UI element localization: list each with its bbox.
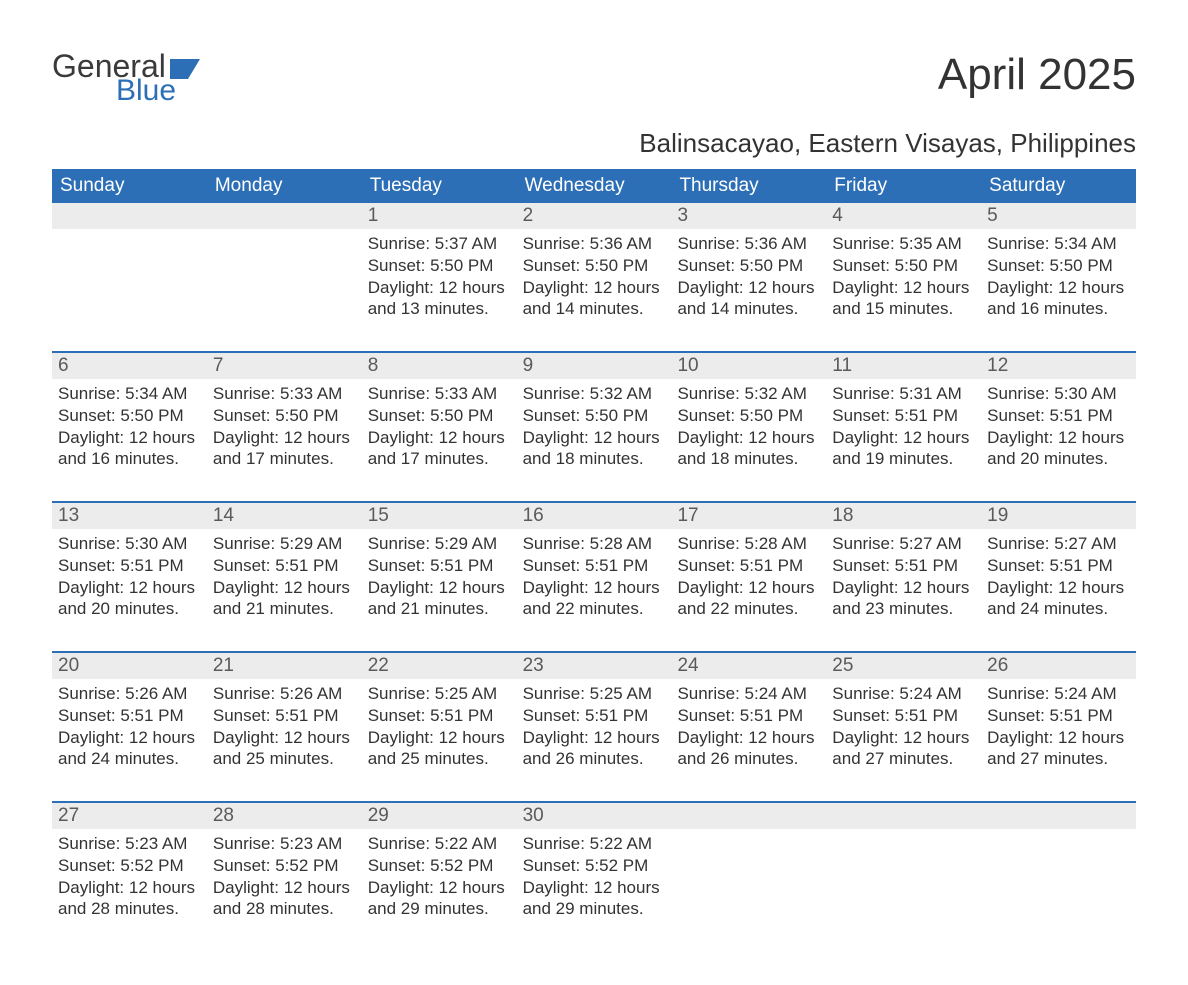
- day-cell: Sunrise: 5:26 AMSunset: 5:51 PMDaylight:…: [207, 679, 362, 775]
- day-cell: Sunrise: 5:24 AMSunset: 5:51 PMDaylight:…: [826, 679, 981, 775]
- day-cell: Sunrise: 5:27 AMSunset: 5:51 PMDaylight:…: [826, 529, 981, 625]
- weekday-label: Tuesday: [362, 169, 517, 203]
- day-number: [826, 803, 981, 829]
- day-number: 17: [671, 503, 826, 529]
- day-cell: Sunrise: 5:32 AMSunset: 5:50 PMDaylight:…: [671, 379, 826, 475]
- week-content-row: Sunrise: 5:37 AMSunset: 5:50 PMDaylight:…: [52, 229, 1136, 325]
- day-cell: [981, 829, 1136, 925]
- weekday-label: Monday: [207, 169, 362, 203]
- day-cell: Sunrise: 5:36 AMSunset: 5:50 PMDaylight:…: [671, 229, 826, 325]
- day-number: 13: [52, 503, 207, 529]
- day-number: 24: [671, 653, 826, 679]
- day-number: 14: [207, 503, 362, 529]
- week-daynum-row: 13141516171819: [52, 501, 1136, 529]
- day-cell: Sunrise: 5:22 AMSunset: 5:52 PMDaylight:…: [517, 829, 672, 925]
- day-cell: Sunrise: 5:28 AMSunset: 5:51 PMDaylight:…: [671, 529, 826, 625]
- day-cell: [671, 829, 826, 925]
- calendar-page: General Blue April 2025 Balinsacayao, Ea…: [0, 0, 1188, 985]
- day-number: 11: [826, 353, 981, 379]
- day-number: 26: [981, 653, 1136, 679]
- day-number: 21: [207, 653, 362, 679]
- day-number: [981, 803, 1136, 829]
- day-cell: Sunrise: 5:29 AMSunset: 5:51 PMDaylight:…: [362, 529, 517, 625]
- day-number: 25: [826, 653, 981, 679]
- day-cell: Sunrise: 5:34 AMSunset: 5:50 PMDaylight:…: [981, 229, 1136, 325]
- day-number: 6: [52, 353, 207, 379]
- day-number: 23: [517, 653, 672, 679]
- day-number: 29: [362, 803, 517, 829]
- day-cell: Sunrise: 5:33 AMSunset: 5:50 PMDaylight:…: [362, 379, 517, 475]
- weekday-header: Sunday Monday Tuesday Wednesday Thursday…: [52, 169, 1136, 203]
- day-number: 8: [362, 353, 517, 379]
- week-content-row: Sunrise: 5:30 AMSunset: 5:51 PMDaylight:…: [52, 529, 1136, 625]
- week-daynum-row: 20212223242526: [52, 651, 1136, 679]
- day-cell: Sunrise: 5:23 AMSunset: 5:52 PMDaylight:…: [207, 829, 362, 925]
- day-cell: [826, 829, 981, 925]
- day-number: 20: [52, 653, 207, 679]
- logo: General Blue: [52, 50, 200, 106]
- week-daynum-row: 6789101112: [52, 351, 1136, 379]
- day-cell: Sunrise: 5:37 AMSunset: 5:50 PMDaylight:…: [362, 229, 517, 325]
- day-number: 5: [981, 203, 1136, 229]
- day-cell: Sunrise: 5:24 AMSunset: 5:51 PMDaylight:…: [671, 679, 826, 775]
- day-number: 1: [362, 203, 517, 229]
- week-daynum-row: 27282930: [52, 801, 1136, 829]
- day-cell: Sunrise: 5:31 AMSunset: 5:51 PMDaylight:…: [826, 379, 981, 475]
- day-cell: Sunrise: 5:32 AMSunset: 5:50 PMDaylight:…: [517, 379, 672, 475]
- day-number: 22: [362, 653, 517, 679]
- day-number: 4: [826, 203, 981, 229]
- day-number: [671, 803, 826, 829]
- weeks-container: 12345Sunrise: 5:37 AMSunset: 5:50 PMDayl…: [52, 203, 1136, 925]
- day-number: [52, 203, 207, 229]
- day-number: 10: [671, 353, 826, 379]
- day-cell: Sunrise: 5:36 AMSunset: 5:50 PMDaylight:…: [517, 229, 672, 325]
- week-content-row: Sunrise: 5:34 AMSunset: 5:50 PMDaylight:…: [52, 379, 1136, 475]
- week-content-row: Sunrise: 5:23 AMSunset: 5:52 PMDaylight:…: [52, 829, 1136, 925]
- day-number: 7: [207, 353, 362, 379]
- calendar-grid: Sunday Monday Tuesday Wednesday Thursday…: [52, 169, 1136, 925]
- day-number: 30: [517, 803, 672, 829]
- day-cell: Sunrise: 5:30 AMSunset: 5:51 PMDaylight:…: [981, 379, 1136, 475]
- flag-icon: [170, 59, 200, 83]
- day-cell: Sunrise: 5:22 AMSunset: 5:52 PMDaylight:…: [362, 829, 517, 925]
- day-number: 15: [362, 503, 517, 529]
- header-row: General Blue April 2025: [52, 50, 1136, 106]
- day-number: 27: [52, 803, 207, 829]
- day-cell: Sunrise: 5:26 AMSunset: 5:51 PMDaylight:…: [52, 679, 207, 775]
- day-cell: Sunrise: 5:23 AMSunset: 5:52 PMDaylight:…: [52, 829, 207, 925]
- location-subtitle: Balinsacayao, Eastern Visayas, Philippin…: [52, 128, 1136, 159]
- weekday-label: Saturday: [981, 169, 1136, 203]
- day-cell: Sunrise: 5:28 AMSunset: 5:51 PMDaylight:…: [517, 529, 672, 625]
- day-cell: Sunrise: 5:27 AMSunset: 5:51 PMDaylight:…: [981, 529, 1136, 625]
- day-number: [207, 203, 362, 229]
- day-cell: Sunrise: 5:25 AMSunset: 5:51 PMDaylight:…: [362, 679, 517, 775]
- day-number: 28: [207, 803, 362, 829]
- weekday-label: Wednesday: [517, 169, 672, 203]
- day-cell: [207, 229, 362, 325]
- day-number: 18: [826, 503, 981, 529]
- weekday-label: Sunday: [52, 169, 207, 203]
- day-number: 16: [517, 503, 672, 529]
- day-number: 2: [517, 203, 672, 229]
- day-cell: Sunrise: 5:29 AMSunset: 5:51 PMDaylight:…: [207, 529, 362, 625]
- day-number: 9: [517, 353, 672, 379]
- weekday-label: Friday: [826, 169, 981, 203]
- day-cell: Sunrise: 5:35 AMSunset: 5:50 PMDaylight:…: [826, 229, 981, 325]
- day-cell: Sunrise: 5:25 AMSunset: 5:51 PMDaylight:…: [517, 679, 672, 775]
- day-number: 19: [981, 503, 1136, 529]
- day-cell: [52, 229, 207, 325]
- day-number: 12: [981, 353, 1136, 379]
- day-cell: Sunrise: 5:34 AMSunset: 5:50 PMDaylight:…: [52, 379, 207, 475]
- weekday-label: Thursday: [671, 169, 826, 203]
- week-daynum-row: 12345: [52, 203, 1136, 229]
- day-cell: Sunrise: 5:24 AMSunset: 5:51 PMDaylight:…: [981, 679, 1136, 775]
- day-number: 3: [671, 203, 826, 229]
- day-cell: Sunrise: 5:30 AMSunset: 5:51 PMDaylight:…: [52, 529, 207, 625]
- day-cell: Sunrise: 5:33 AMSunset: 5:50 PMDaylight:…: [207, 379, 362, 475]
- week-content-row: Sunrise: 5:26 AMSunset: 5:51 PMDaylight:…: [52, 679, 1136, 775]
- page-title: April 2025: [938, 50, 1136, 100]
